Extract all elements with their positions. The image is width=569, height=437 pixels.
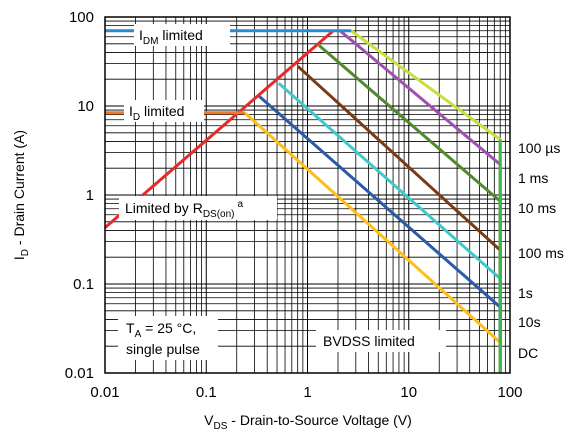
plot-frame xyxy=(104,16,511,374)
annotation-rds-text: Limited by RDS(on)a xyxy=(125,199,244,220)
curve-label: 1s xyxy=(518,285,533,301)
x-axis-title: VDS - Drain-to-Source Voltage (V) xyxy=(204,412,412,432)
x-tick-label: 1 xyxy=(303,384,311,401)
curve-label: 100 µs xyxy=(518,140,560,156)
annotation-idm-text: IDM limited xyxy=(139,27,203,47)
annotation-id-box xyxy=(124,100,204,122)
annotation-idm-box xyxy=(134,24,230,46)
curve-label: 100 ms xyxy=(518,245,564,261)
x-tick-label: 100 xyxy=(497,384,522,401)
annotation-ta-line1: TA = 25 °C, xyxy=(126,320,196,340)
annotation-rds: Limited by RDS(on)a xyxy=(119,196,277,220)
x-tick-label: 0.01 xyxy=(90,384,119,401)
annotation-id-text: ID limited xyxy=(129,103,184,123)
curve-label: DC xyxy=(518,345,538,361)
annotation-ta: TA = 25 °C, single pulse xyxy=(118,316,218,360)
annotation-id: ID limited xyxy=(124,100,204,123)
y-tick-label: 1 xyxy=(86,187,94,204)
tick-labels: 0.01 0.1 1 10 100 100 10 1 0.1 0.01 xyxy=(65,9,523,401)
annotation-bvdss-text: BVDSS limited xyxy=(323,333,415,349)
y-tick-label: 0.1 xyxy=(73,276,94,293)
annotation-ta-line2: single pulse xyxy=(126,341,200,357)
y-tick-label: 10 xyxy=(77,98,94,115)
x-tick-label: 0.1 xyxy=(196,384,217,401)
annotation-ta-box xyxy=(118,316,218,360)
limit-line-limited-by-rds-on- xyxy=(104,29,335,229)
curve-label: 10s xyxy=(518,314,541,330)
annotation-bvdss-box xyxy=(316,330,446,352)
y-tick-label: 100 xyxy=(69,9,94,26)
curve-label: 10 ms xyxy=(518,200,556,216)
curve-label: 1 ms xyxy=(518,170,548,186)
annotation-bvdss: BVDSS limited xyxy=(316,330,446,352)
x-tick-label: 10 xyxy=(400,384,417,401)
annotation-rds-box xyxy=(119,196,277,220)
y-axis-title: ID - Drain Current (A) xyxy=(11,130,31,260)
y-tick-label: 0.01 xyxy=(65,365,94,382)
annotation-idm: IDM limited xyxy=(134,24,230,47)
curve-labels: 100 µs 1 ms 10 ms 100 ms 1s 10s DC xyxy=(518,140,564,361)
